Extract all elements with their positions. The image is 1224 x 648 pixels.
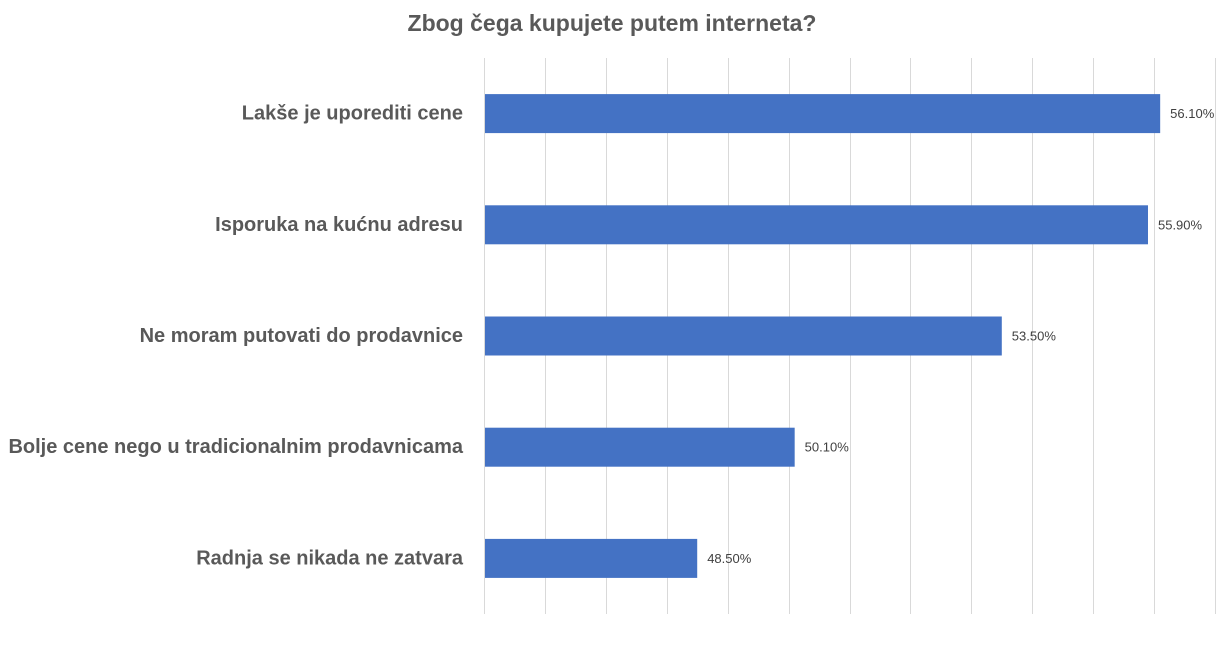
bar bbox=[485, 427, 795, 467]
data-label: 50.10% bbox=[805, 440, 850, 455]
data-label: 55.90% bbox=[1158, 217, 1203, 232]
category-label: Ne moram putovati do prodavnice bbox=[140, 325, 463, 347]
data-label: 48.50% bbox=[707, 551, 752, 566]
category-label: Radnja se nikada ne zatvara bbox=[196, 547, 464, 569]
data-label: 53.50% bbox=[1012, 329, 1057, 344]
bar bbox=[485, 538, 698, 578]
category-label: Lakše je uporediti cene bbox=[242, 103, 463, 125]
bar bbox=[485, 316, 1002, 356]
data-label: 56.10% bbox=[1170, 106, 1215, 121]
bars bbox=[485, 94, 1161, 578]
bar bbox=[485, 205, 1148, 245]
category-label: Bolje cene nego u tradicionalnim prodavn… bbox=[8, 436, 463, 458]
data-labels: 56.10% 55.90% 53.50% 50.10% 48.50% bbox=[707, 106, 1214, 566]
bar bbox=[485, 94, 1161, 134]
category-labels: Lakše je uporediti cene Isporuka na kućnu… bbox=[8, 103, 463, 570]
category-label: Isporuka na kućnu adresu bbox=[215, 214, 463, 236]
chart-title: Zbog čega kupujete putem interneta? bbox=[408, 10, 817, 36]
